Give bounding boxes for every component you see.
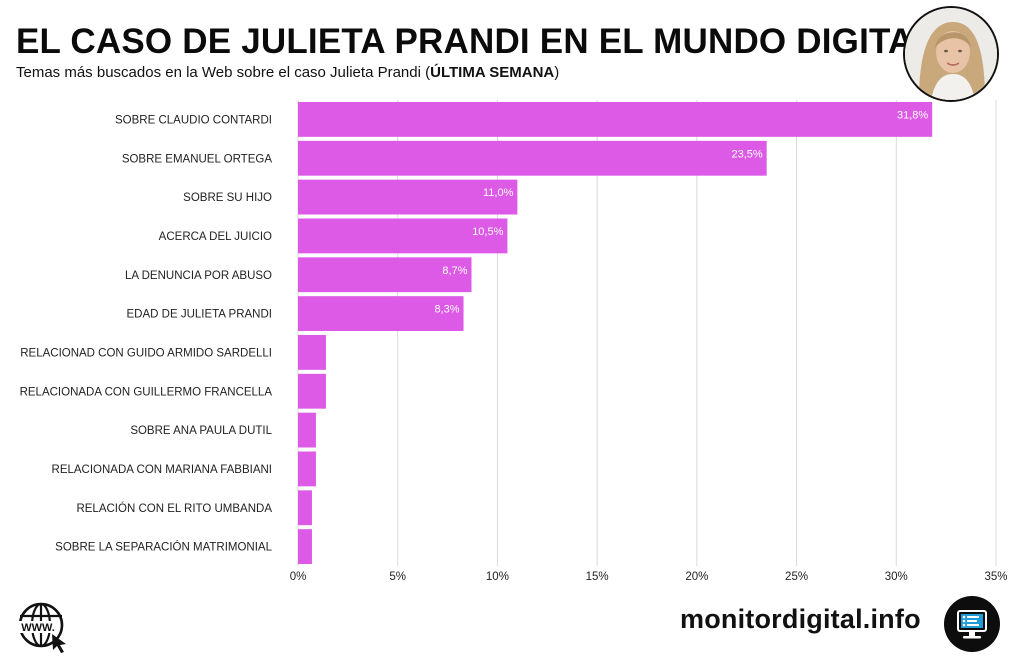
category-label: LA DENUNCIA POR ABUSO <box>125 270 272 282</box>
bar-chart: SOBRE CLAUDIO CONTARDI SOBRE EMANUEL ORTE… <box>20 100 1008 583</box>
category-label: RELACIONADA CON GUILLERMO FRANCELLA <box>20 386 273 398</box>
monitor-icon <box>944 596 1000 652</box>
value-labels: 31,8% 23,5% 11,0% 10,5% 8,7% 8,3% <box>434 109 928 315</box>
bar <box>298 335 326 370</box>
subtitle-prefix: Temas más buscados en la Web sobre el ca… <box>16 64 431 81</box>
x-tick-label: 15% <box>586 571 609 583</box>
category-label: SOBRE EMANUEL ORTEGA <box>122 153 273 165</box>
brand-name: monitordigital.info <box>680 604 921 634</box>
x-tick-label: 30% <box>885 571 908 583</box>
value-label: 23,5% <box>731 148 762 160</box>
grid-lines <box>297 100 997 566</box>
bar <box>298 412 316 448</box>
bar <box>298 218 508 254</box>
bar <box>298 490 312 526</box>
www-globe-icon: WWW. <box>16 600 70 654</box>
subtitle-bold: ÚLTIMA SEMANA <box>430 64 555 81</box>
avatar-julieta-prandi <box>903 6 999 102</box>
category-label: SOBRE CLAUDIO CONTARDI <box>115 114 272 126</box>
bar <box>298 529 312 564</box>
page-title: EL CASO DE JULIETA PRANDI EN EL MUNDO DI… <box>16 22 936 61</box>
bar <box>298 257 472 293</box>
category-label: SOBRE LA SEPARACIÓN MATRIMONIAL <box>55 541 272 554</box>
bar <box>298 451 316 487</box>
subtitle-suffix: ) <box>554 64 560 81</box>
page-subtitle: Temas más buscados en la Web sobre el ca… <box>16 64 559 81</box>
value-label: 8,3% <box>434 304 459 316</box>
bar <box>298 102 933 137</box>
x-tick-label: 25% <box>785 571 808 583</box>
bar <box>298 179 518 215</box>
x-tick-label: 10% <box>486 571 509 583</box>
category-label: ACERCA DEL JUICIO <box>159 231 272 243</box>
category-label: SOBRE SU HIJO <box>183 192 272 204</box>
value-label: 31,8% <box>897 109 928 121</box>
value-label: 11,0% <box>483 187 514 199</box>
x-tick-label: 0% <box>290 571 307 583</box>
bar <box>298 140 767 176</box>
x-tick-label: 35% <box>984 571 1007 583</box>
category-label: RELACIÓN CON EL RITO UMBANDA <box>76 502 272 515</box>
category-labels: SOBRE CLAUDIO CONTARDI SOBRE EMANUEL ORTE… <box>20 114 273 553</box>
category-label: RELACIONAD CON GUIDO ARMIDO SARDELLI <box>20 347 272 359</box>
x-tick-label: 5% <box>389 571 406 583</box>
x-tick-label: 20% <box>685 571 708 583</box>
www-label: WWW. <box>21 622 55 634</box>
bar <box>298 373 326 409</box>
category-label: RELACIONADA CON MARIANA FABBIANI <box>52 464 272 476</box>
value-label: 8,7% <box>442 265 467 277</box>
category-label: EDAD DE JULIETA PRANDI <box>127 309 273 321</box>
bars <box>298 102 933 564</box>
x-tick-labels: 0% 5% 10% 15% 20% 25% 30% 35% <box>290 571 1008 583</box>
bar <box>298 296 464 331</box>
value-label: 10,5% <box>472 226 503 238</box>
category-label: SOBRE ANA PAULA DUTIL <box>130 425 272 437</box>
